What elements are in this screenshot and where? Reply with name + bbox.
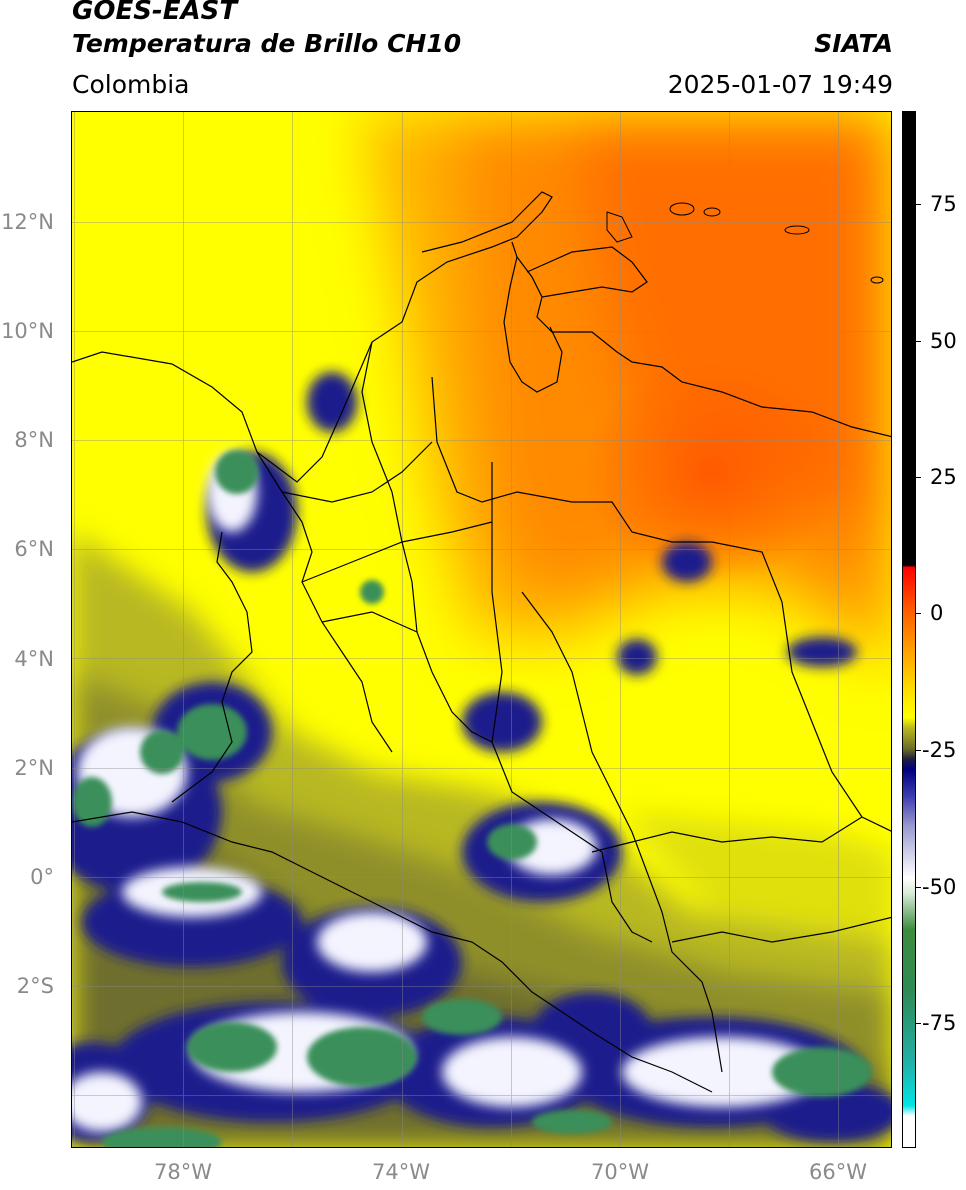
product-title: Temperatura de Brillo CH10	[72, 29, 462, 58]
colorbar	[902, 111, 916, 1148]
map-canvas	[72, 112, 891, 1147]
islands	[606, 202, 884, 284]
lat-tick-8n: 8°N	[14, 428, 54, 452]
satellite-map	[71, 111, 892, 1148]
graticule	[72, 112, 891, 1147]
source-label: SIATA	[814, 29, 893, 58]
colorbar-tick-mark	[916, 750, 921, 751]
colorbar-label-minus25: -25	[922, 738, 957, 762]
lon-tick-78w: 78°W	[154, 1160, 212, 1184]
lat-tick-4n: 4°N	[14, 647, 54, 671]
satellite-title: GOES-EAST	[72, 0, 238, 26]
colorbar-label-minus75: -75	[922, 1011, 957, 1035]
lat-tick-2s: 2°S	[16, 974, 54, 998]
colorbar-label-50: 50	[930, 329, 957, 353]
colorbar-tick-mark	[916, 341, 921, 342]
colorbar-label-75: 75	[930, 192, 957, 216]
lat-tick-2n: 2°N	[14, 756, 54, 780]
cold-cores-green	[72, 450, 872, 1147]
lat-tick-10n: 10°N	[1, 319, 54, 343]
colorbar-tick-mark	[916, 1023, 921, 1024]
colorbar-tick-mark	[916, 477, 921, 478]
lon-tick-70w: 70°W	[591, 1160, 649, 1184]
borders	[72, 191, 891, 1093]
lat-tick-6n: 6°N	[14, 537, 54, 561]
region-label: Colombia	[72, 70, 190, 99]
colorbar-tick-mark	[916, 887, 921, 888]
datetime-label: 2025-01-07 19:49	[667, 70, 893, 99]
lat-tick-0: 0°	[30, 865, 54, 889]
hotspot	[582, 362, 842, 582]
lon-tick-74w: 74°W	[372, 1160, 430, 1184]
lat-tick-12n: 12°N	[1, 210, 54, 234]
colorbar-label-25: 25	[930, 465, 957, 489]
colorbar-label-minus50: -50	[922, 875, 957, 899]
lon-tick-66w: 66°W	[809, 1160, 867, 1184]
colorbar-label-0: 0	[930, 601, 944, 625]
colorbar-tick-mark	[916, 613, 921, 614]
colorbar-tick-mark	[916, 204, 921, 205]
